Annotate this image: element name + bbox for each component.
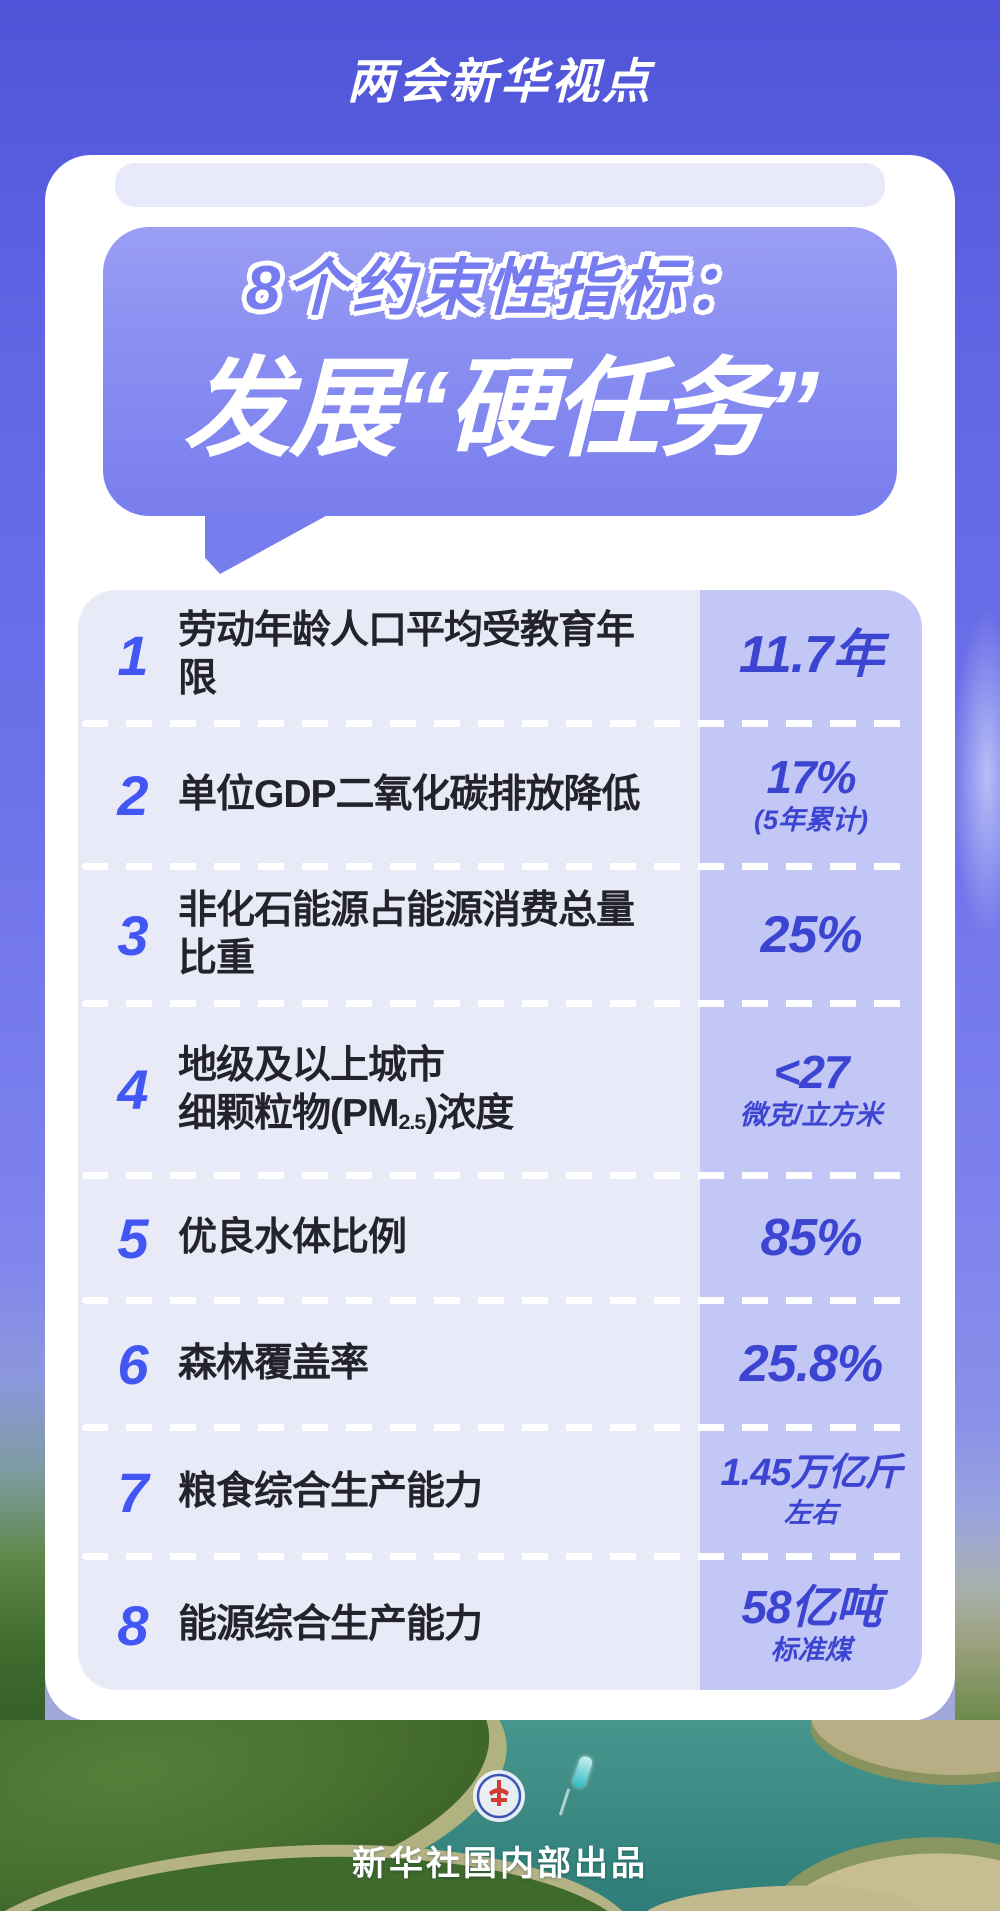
dashed-separator bbox=[82, 1553, 918, 1560]
row-label: 劳动年龄人口平均受教育年限 bbox=[178, 609, 635, 700]
row-label: 非化石能源占能源消费总量比重 bbox=[178, 889, 635, 980]
row-value: 58亿吨 bbox=[741, 1581, 881, 1634]
row-label: 优良水体比例 bbox=[178, 1216, 407, 1260]
row-value: <27 bbox=[773, 1045, 849, 1098]
indicators-table: 1 劳动年龄人口平均受教育年限 11.7年 2 单位GDP二氧化碳排放降低 17… bbox=[78, 590, 922, 1690]
stacked-card-strip bbox=[115, 163, 885, 207]
row-number: 3 bbox=[117, 903, 149, 967]
table-row: 6 森林覆盖率 25.8% bbox=[78, 1304, 922, 1424]
row-value-note: 左右 bbox=[784, 1498, 838, 1529]
table-row: 2 单位GDP二氧化碳排放降低 17% (5年累计) bbox=[78, 727, 922, 863]
page-title: 两会新华视点 bbox=[346, 56, 653, 109]
content-card: 8个约束性指标： 发展“硬任务” 1 劳动年龄人口平均受教育年限 11.7年 2… bbox=[45, 155, 955, 1721]
bubble-subtitle: 8个约束性指标： bbox=[245, 254, 755, 323]
pm25-subscript: 2.5 bbox=[398, 1109, 427, 1134]
bubble-title: 发展“硬任务” bbox=[182, 348, 819, 469]
row-number: 6 bbox=[117, 1332, 149, 1396]
row-value: 25% bbox=[760, 905, 862, 964]
row-value: 25.8% bbox=[739, 1334, 883, 1393]
value-column-background bbox=[700, 590, 922, 1690]
row-value: 1.45万亿斤 bbox=[720, 1452, 903, 1495]
dashed-separator bbox=[82, 1297, 918, 1304]
table-row: 3 非化石能源占能源消费总量比重 25% bbox=[78, 870, 922, 1000]
row-label-line1: 地级及以上城市 bbox=[178, 1043, 445, 1087]
row-value-note: 微克/立方米 bbox=[739, 1099, 883, 1130]
dashed-separator bbox=[82, 1000, 918, 1007]
dashed-separator bbox=[82, 1424, 918, 1431]
row-number: 1 bbox=[117, 623, 149, 687]
row-value: 17% bbox=[766, 751, 856, 804]
right-mountain-edge bbox=[955, 1425, 1000, 1720]
row-label: 单位GDP二氧化碳排放降低 bbox=[178, 773, 641, 817]
table-row: 8 能源综合生产能力 58亿吨 标准煤 bbox=[78, 1560, 922, 1690]
dashed-separator bbox=[82, 1172, 918, 1179]
left-mountain-edge bbox=[0, 1265, 45, 1720]
title-bubble: 8个约束性指标： 发展“硬任务” bbox=[103, 227, 897, 516]
row-label: 粮食综合生产能力 bbox=[178, 1470, 483, 1514]
xinhua-emblem-icon bbox=[471, 1768, 527, 1824]
row-number: 7 bbox=[117, 1460, 149, 1524]
row-number: 8 bbox=[117, 1593, 149, 1657]
table-row: 5 优良水体比例 85% bbox=[78, 1179, 922, 1297]
row-label: 森林覆盖率 bbox=[178, 1342, 369, 1386]
row-number: 5 bbox=[117, 1206, 149, 1270]
cloud-haze bbox=[952, 610, 1000, 940]
row-label-line2-end: )浓度 bbox=[425, 1091, 514, 1135]
cliff-shape bbox=[806, 1720, 1000, 1795]
row-label-line2: 细颗粒物(PM bbox=[178, 1091, 399, 1135]
row-value: 11.7年 bbox=[738, 625, 884, 684]
row-value: 85% bbox=[760, 1208, 862, 1267]
row-value-note: 标准煤 bbox=[770, 1635, 852, 1666]
row-number: 2 bbox=[117, 763, 149, 827]
dashed-separator bbox=[82, 863, 918, 870]
row-label: 能源综合生产能力 bbox=[178, 1603, 483, 1647]
row-number: 4 bbox=[117, 1058, 149, 1121]
table-row: 4 地级及以上城市 细颗粒物(PM2.5)浓度 <27 微克/立方米 bbox=[78, 1007, 922, 1172]
table-row: 7 粮食综合生产能力 1.45万亿斤 左右 bbox=[78, 1431, 922, 1553]
row-value-note: (5年累计) bbox=[754, 805, 868, 836]
dashed-separator bbox=[82, 720, 918, 727]
table-row: 1 劳动年龄人口平均受教育年限 11.7年 bbox=[78, 590, 922, 720]
credit-text: 新华社国内部出品 bbox=[352, 1845, 648, 1883]
row-label: 地级及以上城市 细颗粒物(PM2.5)浓度 bbox=[178, 1042, 514, 1137]
